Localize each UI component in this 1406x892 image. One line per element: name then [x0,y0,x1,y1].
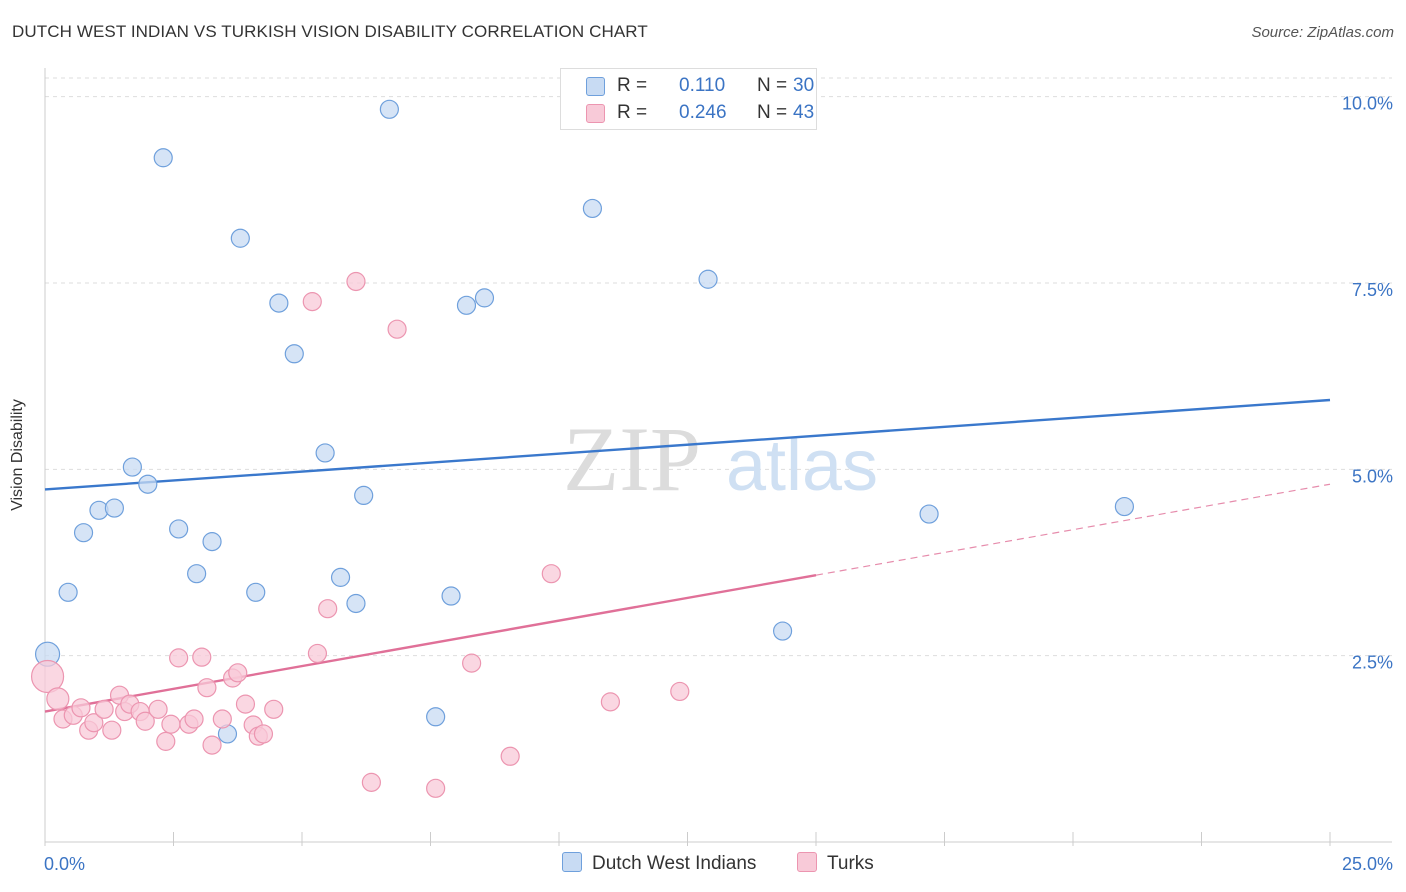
turk-point [156,731,176,751]
dutch-west-indian-point [354,485,374,506]
watermark-zip: ZIP [563,408,701,510]
dutch-west-indian-point [426,707,446,727]
n-value: 30 [793,75,815,96]
turk-point [253,724,274,744]
turk-point [462,653,482,673]
turk-point [161,714,181,734]
turk-point [235,694,256,714]
trend-line-1 [44,573,817,713]
legend-swatch-blue [586,77,605,96]
dutch-west-indian-point [346,593,366,614]
turk-point [197,678,217,698]
turk-point [102,720,122,740]
dutch-west-indian-point [330,567,351,587]
turk-point [346,271,366,292]
x-tick-label: 25.0% [1342,854,1393,874]
dutch-west-indian-point [1114,496,1135,517]
dutch-west-indian-point [104,498,124,518]
x-tick-label: 0.0% [44,854,85,874]
stats-legend: R = 0.110 N = 30 R = 0.246 N = 43 [560,68,817,130]
turk-point [361,772,381,792]
n-value: 43 [793,102,815,123]
turk-point [46,687,70,711]
legend-swatch-pink [797,852,817,872]
dutch-west-indian-point [202,532,222,552]
dutch-west-indian-point [698,269,718,289]
n-label: N = [757,75,788,96]
turk-point [169,648,189,668]
y-tick-label: 10.0% [1342,94,1393,114]
legend-item-dutch-west-indians[interactable]: Dutch West Indians [562,852,756,875]
r-label: R = [617,75,648,96]
dutch-west-indian-point [284,344,304,364]
dutch-west-indian-point [315,443,335,463]
turk-point [387,319,407,339]
axes [44,68,1392,846]
dutch-west-indian-point [153,148,173,168]
y-tick-label: 2.5% [1352,653,1393,673]
turk-point [148,699,168,719]
turk-point [307,643,328,664]
legend-label: Dutch West Indians [592,853,757,874]
dutch-west-indian-point [379,99,399,119]
dutch-west-indian-point [58,582,78,602]
tick-labels: 2.5% 5.0% 7.5% 10.0% 0.0% 25.0% [44,94,1393,874]
turk-point [184,709,204,729]
dutch-west-indian-point [169,519,189,539]
dutch-west-indian-point [474,288,495,308]
dutch-west-indian-point [73,523,94,543]
dutch-west-indian-point [269,293,289,313]
turk-point [500,746,520,766]
legend-item-turks[interactable]: Turks [797,852,874,875]
turk-point [541,564,561,584]
turk-point [94,699,114,719]
turk-point [264,699,284,719]
legend-swatch-pink [586,104,605,123]
turk-point [84,713,104,733]
r-value: 0.246 [679,102,727,123]
trend-line-0 [44,398,1331,491]
dutch-west-indian-point [441,586,461,606]
y-tick-label: 7.5% [1352,280,1393,300]
r-label: R = [617,102,648,123]
r-value: 0.110 [679,75,726,96]
source-label: Source: ZipAtlas.com [1251,24,1394,41]
data-points [30,99,1135,798]
legend-swatch-blue [562,852,582,872]
turk-point [202,735,222,755]
turk-point [135,711,155,731]
turk-point [71,698,91,718]
dutch-west-indian-point [919,504,939,524]
grid-lines [45,77,1392,657]
dutch-west-indian-point [456,295,477,315]
watermark-atlas: atlas [726,426,878,506]
dutch-west-indian-point [582,198,603,219]
y-tick-label: 5.0% [1352,466,1393,486]
dutch-west-indian-point [230,228,250,248]
chart-title: DUTCH WEST INDIAN VS TURKISH VISION DISA… [12,22,648,41]
turk-point [302,292,322,312]
legend-label: Turks [827,853,874,874]
dutch-west-indian-point [138,474,158,494]
turk-point [670,681,690,702]
trend-lines [44,398,1331,713]
dutch-west-indian-point [246,582,266,602]
turk-point [30,659,65,694]
turk-point [426,778,446,798]
turk-point [192,647,212,667]
watermark: ZIP atlas [563,408,878,510]
trend-line-dashed-1 [815,483,1331,576]
dutch-west-indian-point [772,621,793,641]
turk-point [600,692,621,712]
turk-point [228,663,248,683]
turk-point [318,599,338,619]
dutch-west-indian-point [122,457,142,477]
dutch-west-indian-point [187,564,207,584]
turk-point [212,709,232,729]
n-label: N = [757,102,788,123]
